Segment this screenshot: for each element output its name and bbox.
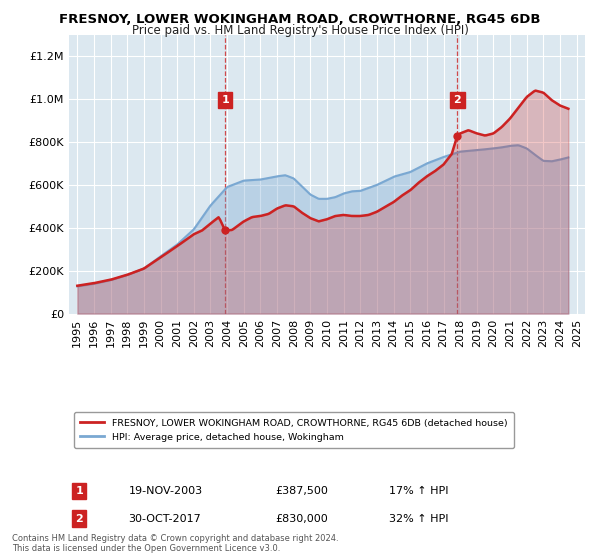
- Text: 17% ↑ HPI: 17% ↑ HPI: [389, 486, 448, 496]
- Text: 1: 1: [221, 95, 229, 105]
- Text: £387,500: £387,500: [275, 486, 328, 496]
- Text: £830,000: £830,000: [275, 514, 328, 524]
- Text: 30-OCT-2017: 30-OCT-2017: [128, 514, 201, 524]
- Text: FRESNOY, LOWER WOKINGHAM ROAD, CROWTHORNE, RG45 6DB: FRESNOY, LOWER WOKINGHAM ROAD, CROWTHORN…: [59, 13, 541, 26]
- Text: 32% ↑ HPI: 32% ↑ HPI: [389, 514, 448, 524]
- Legend: FRESNOY, LOWER WOKINGHAM ROAD, CROWTHORNE, RG45 6DB (detached house), HPI: Avera: FRESNOY, LOWER WOKINGHAM ROAD, CROWTHORN…: [74, 412, 514, 449]
- Text: Price paid vs. HM Land Registry's House Price Index (HPI): Price paid vs. HM Land Registry's House …: [131, 24, 469, 37]
- Text: 2: 2: [454, 95, 461, 105]
- Text: 1: 1: [76, 486, 83, 496]
- Text: 19-NOV-2003: 19-NOV-2003: [128, 486, 202, 496]
- Text: 2: 2: [76, 514, 83, 524]
- Text: Contains HM Land Registry data © Crown copyright and database right 2024.
This d: Contains HM Land Registry data © Crown c…: [12, 534, 338, 553]
